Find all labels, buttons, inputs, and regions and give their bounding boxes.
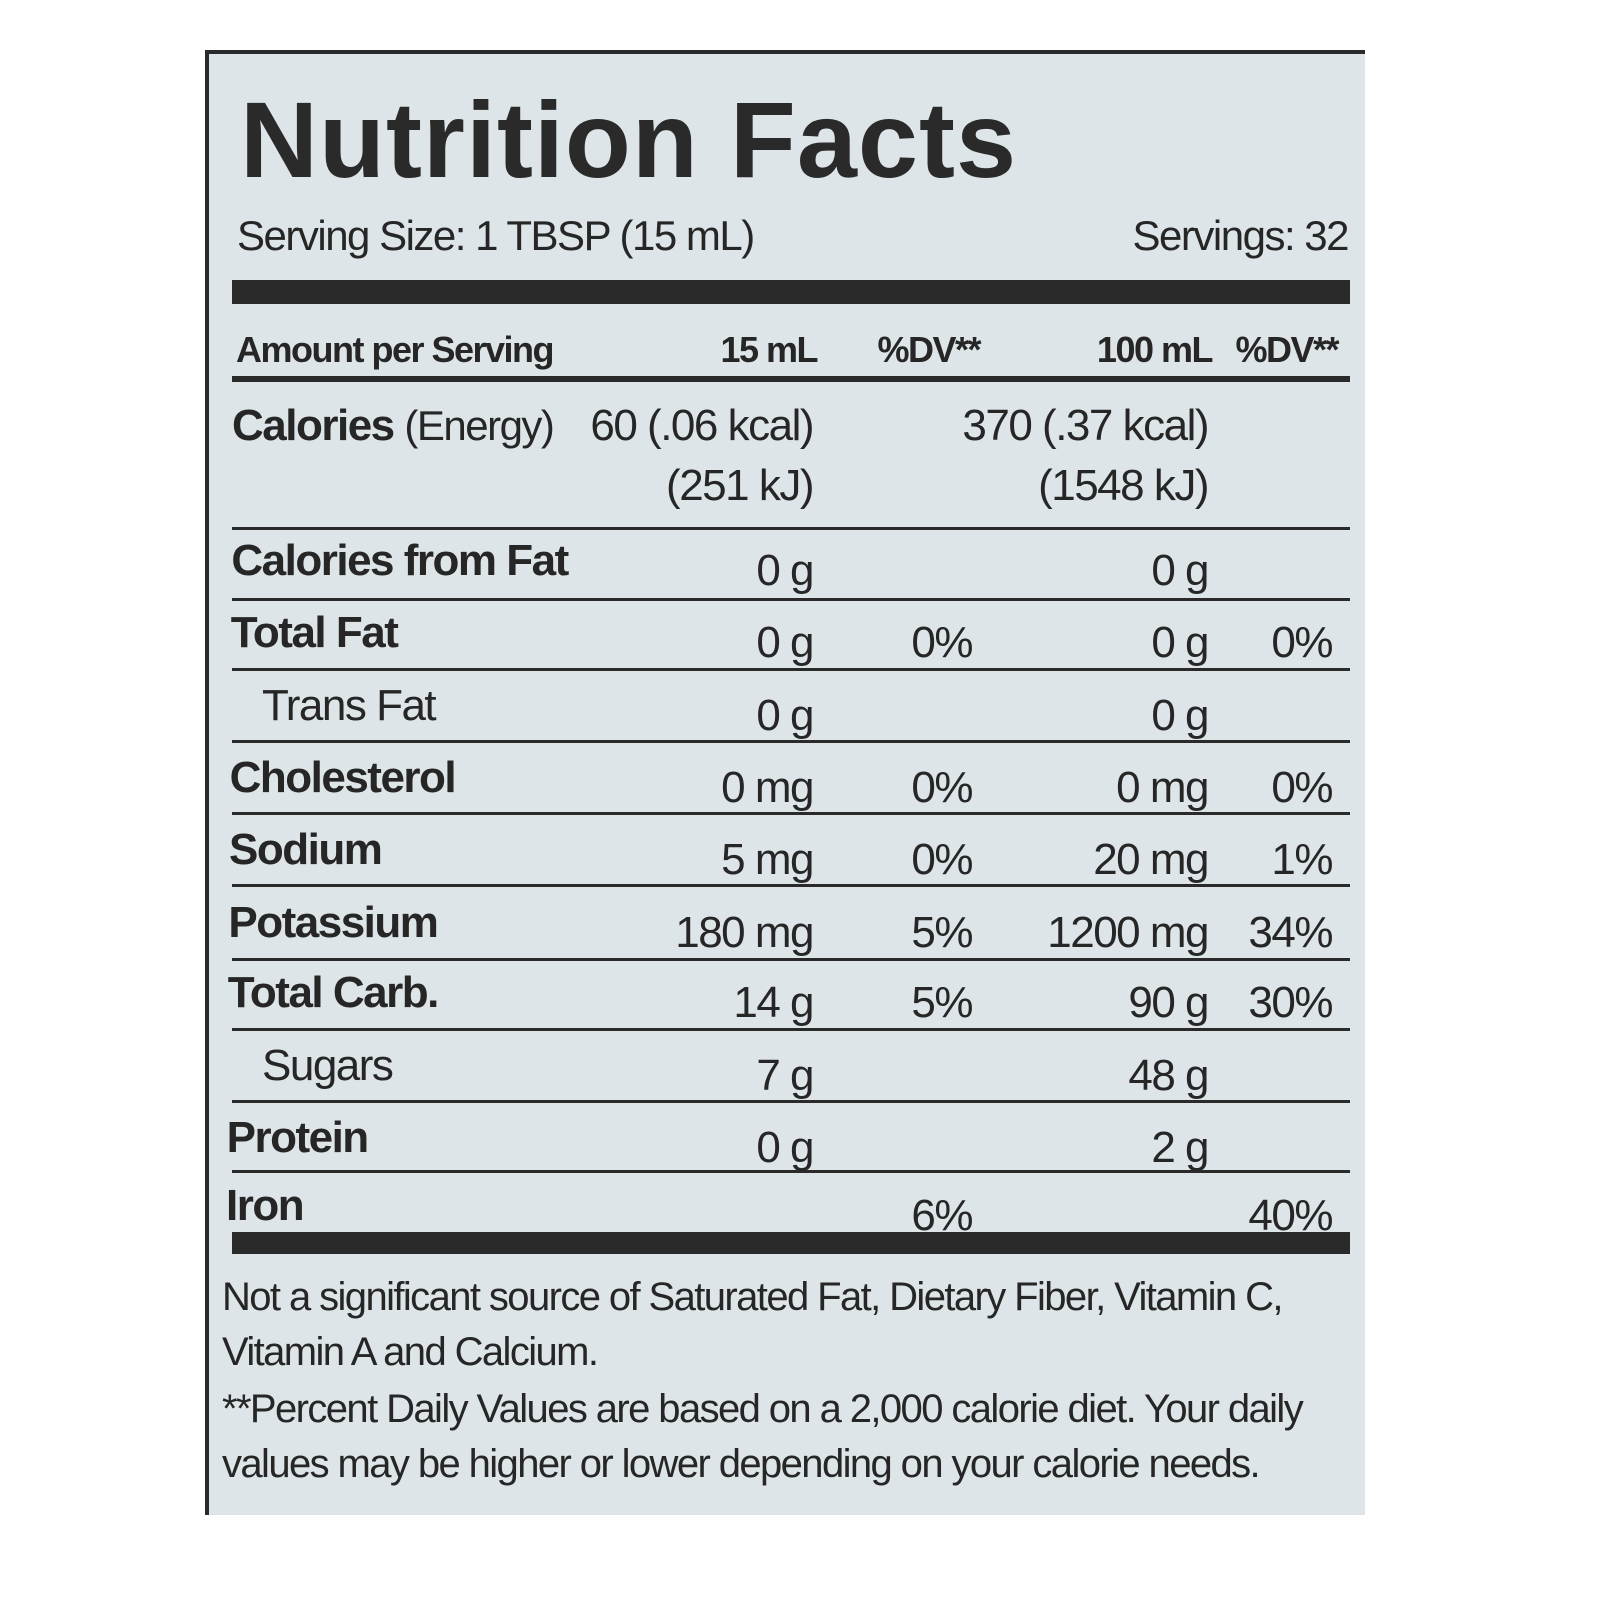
row-value: (251 kJ) [666,460,814,510]
row-value: 1% [1271,834,1333,884]
rule [232,1100,1350,1103]
row-qualifier: (Energy) [404,401,555,449]
row-value: 0 g [1151,617,1209,667]
row-value: (1548 kJ) [1038,460,1209,510]
row-value: 48 g [1128,1050,1209,1100]
row-value: 90 g [1128,977,1209,1027]
row-label: Potassium [228,897,439,947]
row-label: Calories from Fat [231,535,569,585]
row-value: 1200 mg [1047,907,1209,957]
row-label: Sodium [229,824,383,874]
row-value: 0 g [1151,690,1209,740]
serving-size: Serving Size: 1 TBSP (15 mL) [237,212,755,260]
row-value: 6% [911,1190,973,1240]
row-label: Iron [226,1180,305,1230]
row-label: Sugars [262,1040,394,1090]
footnote: Not a significant source of Saturated Fa… [222,1275,1283,1374]
row-value: 0% [1271,762,1333,812]
rule [232,1232,1350,1254]
header-col: 15 mL [720,328,818,370]
rule [232,812,1350,815]
row-value: 0 mg [1116,762,1209,812]
row-value: 5 mg [721,834,814,884]
header-col: %DV** [877,328,981,370]
rule [232,1028,1350,1031]
servings: Servings: 32 [1132,212,1350,260]
header-label: Amount per Serving [236,328,555,370]
row-value: 60 (.06 kcal) [590,400,814,450]
footnote: **Percent Daily Values are based on a 2,… [222,1387,1304,1486]
rule [232,668,1350,671]
row-label: Calories (Energy) [232,400,555,450]
rule [232,527,1350,530]
rule [232,376,1350,382]
rule [232,280,1350,304]
row-value: 5% [911,907,973,957]
row-label: Trans Fat [262,680,437,730]
row-value: 5% [911,977,973,1027]
row-label: Cholesterol [229,752,457,802]
row-label: Protein [226,1112,370,1162]
row-value: 370 (.37 kcal) [962,400,1209,450]
row-label: Total Carb. [227,967,440,1017]
row-value: 2 g [1151,1122,1209,1172]
row-value: 180 mg [675,907,814,957]
row-value: 0% [911,762,973,812]
row-value: 0 g [756,545,814,595]
row-value: 0% [911,834,973,884]
row-value: 0 mg [721,762,814,812]
row-value: 0 g [756,690,814,740]
header-col: 100 mL [1096,328,1214,370]
rule [232,884,1350,887]
row-value: 0% [911,617,973,667]
rule [232,958,1350,961]
rule [232,740,1350,743]
row-label: Total Fat [230,607,399,657]
rule [232,1170,1350,1173]
row-value: 0% [1271,617,1333,667]
row-value: 7 g [756,1050,814,1100]
row-value: 30% [1248,977,1333,1027]
title: Nutrition Facts [240,78,1018,200]
row-value: 0 g [1151,545,1209,595]
header-col: %DV** [1235,328,1339,370]
row-value: 40% [1248,1190,1333,1240]
row-value: 20 mg [1093,834,1209,884]
row-value: 34% [1248,907,1333,957]
row-value: 0 g [756,617,814,667]
rule [232,598,1350,601]
row-value: 14 g [733,977,814,1027]
row-value: 0 g [756,1122,814,1172]
